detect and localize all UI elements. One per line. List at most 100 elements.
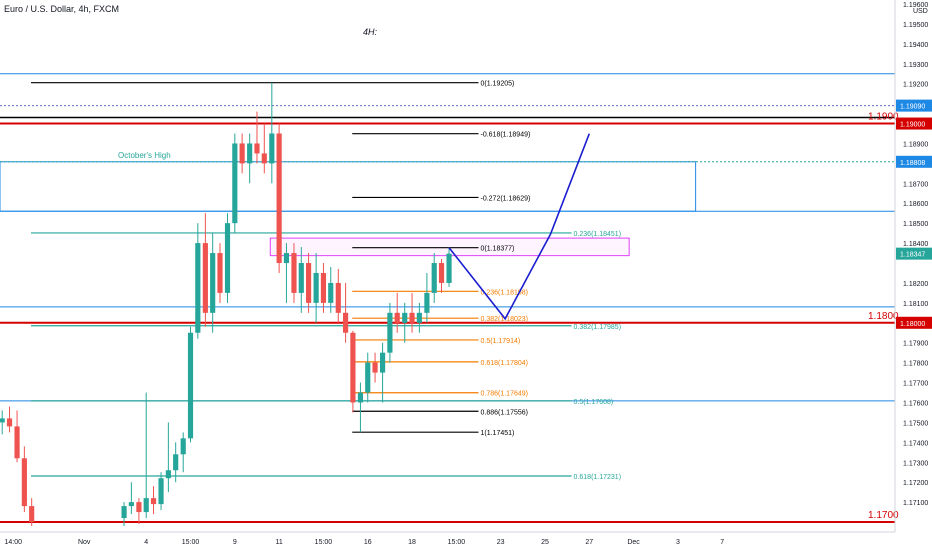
- time-tick-label: 9: [233, 539, 237, 546]
- candle-body: [365, 362, 371, 393]
- candle-body: [128, 502, 134, 507]
- time-tick-label: Dec: [627, 539, 640, 546]
- price-tag-box: [896, 117, 932, 130]
- candle-body: [409, 312, 415, 323]
- price-tick-label: 1.18600: [903, 201, 928, 208]
- candle-body: [328, 282, 334, 303]
- candle-body: [269, 133, 275, 164]
- price-tick-label: 1.19600: [903, 2, 928, 9]
- time-tick-label: 11: [275, 539, 282, 546]
- price-tick-label: 1.19500: [903, 22, 928, 29]
- candle-body: [247, 143, 253, 164]
- candle-body: [402, 312, 408, 323]
- candle-body: [276, 133, 282, 264]
- candle-body: [261, 153, 267, 164]
- candle-body: [29, 506, 35, 523]
- candle-body: [165, 470, 171, 479]
- candle-body: [298, 263, 304, 293]
- price-tick-label: 1.18100: [903, 301, 928, 308]
- time-tick-label: 7: [720, 539, 724, 546]
- fib-orange-label: 0.5(1.17914): [481, 338, 521, 345]
- candle-body: [306, 263, 312, 303]
- fib-black-label: 0(1.18377): [481, 246, 515, 253]
- candle-body: [438, 263, 445, 283]
- price-tick-label: 1.18900: [903, 141, 928, 148]
- fib-orange-label: 0.786(1.17649): [481, 391, 528, 398]
- candle-body: [424, 292, 430, 313]
- price-tick-label: 1.17200: [903, 480, 928, 487]
- supply-zone-box: [269, 237, 630, 257]
- fib-black-label: -0.618(1.18949): [481, 132, 531, 139]
- projection-path: [448, 133, 591, 321]
- fib-black-label: 0.886(1.17556): [481, 409, 528, 416]
- fib-black-label: -0.272(1.18629): [481, 195, 531, 202]
- candle-body: [320, 272, 327, 303]
- symbol-title: Euro / U.S. Dollar, 4h, FXCM: [4, 4, 120, 14]
- price-tag-label: 1.19090: [900, 104, 925, 111]
- candle-body: [187, 332, 194, 439]
- candle-body: [224, 223, 231, 293]
- price-tick-label: 1.18200: [903, 281, 928, 288]
- time-tick-label: 15:00: [182, 539, 200, 546]
- time-tick-label: 18: [408, 539, 416, 546]
- candle-body: [387, 312, 393, 353]
- fib-orange-label: 0.236(1.18158): [481, 289, 528, 296]
- candle-body: [446, 253, 452, 283]
- candle-body: [431, 263, 437, 293]
- octobers-high-box: [0, 161, 697, 212]
- price-tick-label: 1.17300: [903, 460, 928, 467]
- price-tag-label: 1.19000: [900, 122, 925, 129]
- fib-teal-label: 0.5(1.17608): [574, 399, 614, 406]
- price-tick-label: 1.17800: [903, 361, 928, 368]
- fib-teal-label: 0.618(1.17231): [574, 474, 621, 481]
- price-tag-box: [896, 316, 932, 329]
- candle-body: [283, 253, 290, 264]
- price-tags-layer: 1.19090 1.19000 1.18808 1.18347 1.18000: [896, 99, 932, 329]
- time-tick-label: 15:00: [315, 539, 333, 546]
- candle-body: [14, 426, 20, 459]
- candle-body: [158, 478, 164, 505]
- candle-body: [372, 362, 378, 373]
- price-tick-label: 1.19200: [903, 82, 928, 89]
- candle-body: [394, 312, 400, 323]
- fib-orange-label: 0.382(1.18023): [481, 316, 528, 323]
- candle-body: [202, 243, 208, 313]
- candle-body: [335, 282, 341, 313]
- time-tick-label: 16: [364, 539, 372, 546]
- candle-body: [239, 143, 245, 164]
- price-tick-label: 1.17900: [903, 341, 928, 348]
- price-tag-label: 1.18347: [900, 252, 925, 259]
- price-tick-label: 1.19300: [903, 62, 928, 69]
- candle-body: [210, 253, 216, 313]
- candle-body: [143, 498, 149, 513]
- price-tick-label: 1.17600: [903, 400, 928, 407]
- price-tick-label: 1.17500: [903, 420, 928, 427]
- candle-body: [150, 498, 157, 505]
- price-axis: 1.19600 1.19500 1.19400 1.19300 1.19200 1.190…: [0, 0, 928, 533]
- candle-body: [313, 272, 319, 303]
- horizontal-levels-layer: 1.1900 1.1800 1.1700: [0, 73, 899, 524]
- price-tick-label: 1.17400: [903, 440, 928, 447]
- level-label: 1.1900: [868, 112, 899, 123]
- price-tick-label: 1.18500: [903, 221, 928, 228]
- price-tick-label: 1.18700: [903, 181, 928, 188]
- price-tick-label: 1.19400: [903, 42, 928, 49]
- price-tag-label: 1.18000: [900, 321, 925, 328]
- time-tick-label: 15:00: [448, 539, 466, 546]
- candle-body: [291, 253, 297, 293]
- projection-layer: [448, 133, 591, 321]
- price-tick-label: 1.18400: [903, 241, 928, 248]
- candle-body: [254, 143, 260, 154]
- fib-teal-label: 0.236(1.18451): [574, 231, 621, 238]
- time-tick-label: 14:00: [5, 539, 23, 546]
- currency-label: USD: [913, 8, 928, 15]
- level-label: 1.1700: [868, 510, 899, 521]
- price-tick-label: 1.17100: [903, 500, 928, 507]
- price-tag-label: 1.18808: [900, 160, 925, 167]
- level-label: 1.1800: [868, 311, 899, 322]
- time-tick-label: 27: [585, 539, 593, 546]
- fib-teal-label: 0.382(1.17985): [574, 324, 621, 331]
- fibonacci-layer: 0.236(1.18451) 0.382(1.17985) 0.5(1.17608)…: [31, 81, 621, 481]
